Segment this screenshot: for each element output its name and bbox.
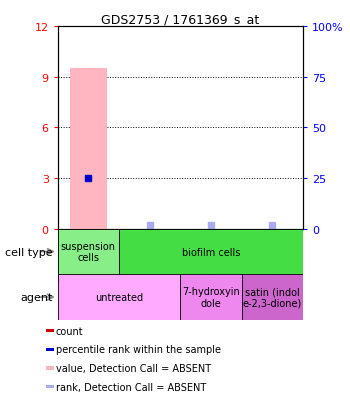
Bar [119, 229, 180, 283]
Text: agent: agent [20, 292, 53, 302]
Bar [46, 348, 54, 351]
Bar [180, 275, 241, 320]
Bar [70, 69, 107, 229]
Text: 7-hydroxyin
dole: 7-hydroxyin dole [182, 287, 240, 308]
Bar [241, 229, 303, 283]
Bar [119, 229, 303, 275]
Text: untreated: untreated [95, 292, 143, 302]
Text: cell type: cell type [5, 247, 53, 257]
Text: GSM143160: GSM143160 [206, 227, 216, 285]
Text: satin (indol
e-2,3-dione): satin (indol e-2,3-dione) [243, 287, 302, 308]
Text: GSM143161: GSM143161 [267, 227, 277, 285]
Bar [58, 229, 119, 275]
Text: value, Detection Call = ABSENT: value, Detection Call = ABSENT [56, 363, 211, 373]
Text: suspension
cells: suspension cells [61, 241, 116, 263]
Text: biofilm cells: biofilm cells [182, 247, 240, 257]
Bar [58, 229, 119, 283]
Bar [46, 367, 54, 370]
Text: GSM143159: GSM143159 [145, 227, 155, 285]
Text: rank, Detection Call = ABSENT: rank, Detection Call = ABSENT [56, 382, 206, 392]
Bar [46, 329, 54, 333]
Title: GDS2753 / 1761369_s_at: GDS2753 / 1761369_s_at [101, 13, 259, 26]
Text: GSM143158: GSM143158 [83, 227, 93, 285]
Bar [180, 229, 241, 283]
Text: count: count [56, 326, 84, 336]
Text: percentile rank within the sample: percentile rank within the sample [56, 344, 221, 355]
Bar [241, 275, 303, 320]
Bar [58, 275, 180, 320]
Bar [46, 385, 54, 389]
